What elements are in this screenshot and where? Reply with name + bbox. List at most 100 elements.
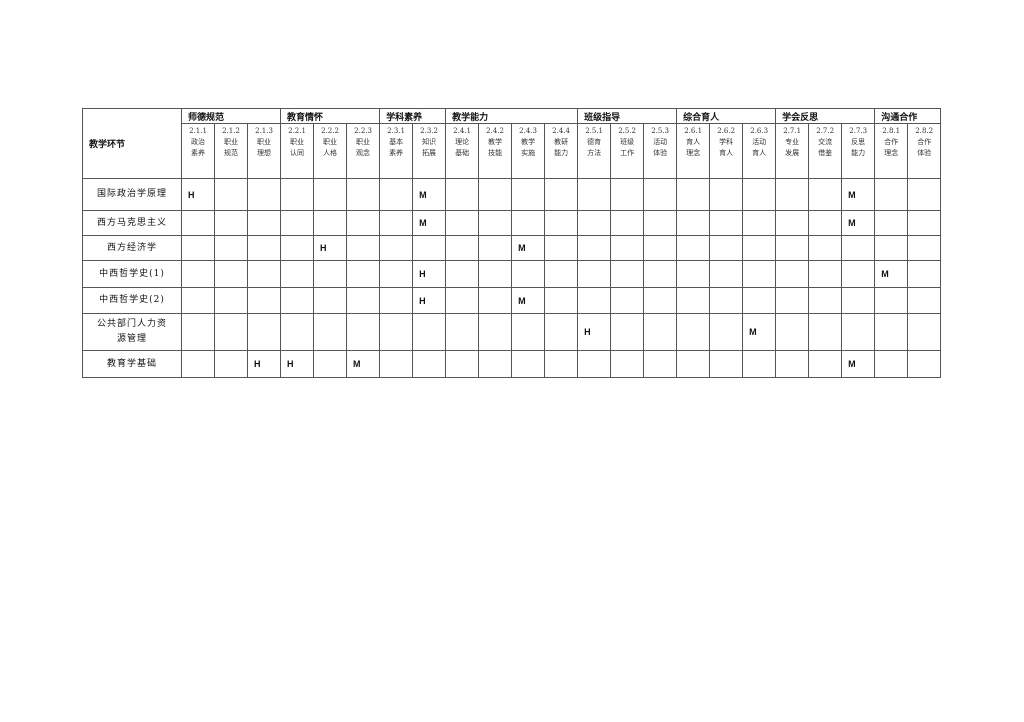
mark-cell: H bbox=[181, 178, 215, 211]
sub-name: 活动育人 bbox=[752, 138, 767, 157]
mark-cell bbox=[775, 178, 810, 211]
sub-code: 2.2.3 bbox=[354, 127, 372, 135]
mark-cell bbox=[577, 210, 612, 236]
group-header: 综合育人 bbox=[676, 108, 777, 124]
mark-cell bbox=[246, 235, 282, 261]
course-name: 国际政治学原理 bbox=[82, 178, 182, 211]
sub-name: 合作理念 bbox=[884, 138, 899, 157]
mark-cell bbox=[874, 235, 909, 261]
sub-code: 2.7.1 bbox=[783, 127, 802, 135]
sub-name: 德育方法 bbox=[587, 138, 602, 157]
mark-cell: H bbox=[246, 350, 282, 378]
mark-cell bbox=[280, 235, 315, 261]
mark-cell bbox=[181, 235, 215, 261]
mark-cell bbox=[907, 178, 942, 211]
mark-cell bbox=[742, 210, 777, 236]
mark-cell bbox=[709, 350, 744, 378]
mark-cell bbox=[346, 260, 381, 288]
table-row: 国际政治学原理 H M M bbox=[82, 178, 942, 211]
mark-cell bbox=[841, 287, 876, 314]
mark-cell bbox=[544, 178, 579, 211]
mark-cell bbox=[775, 287, 810, 314]
mark-cell: M bbox=[742, 313, 777, 351]
group-header: 教学能力 bbox=[445, 108, 579, 124]
mark-cell bbox=[808, 287, 843, 314]
mark-cell bbox=[775, 350, 810, 378]
mark-cell bbox=[808, 260, 843, 288]
mark-cell bbox=[478, 260, 513, 288]
mark-cell bbox=[907, 313, 942, 351]
mark-cell bbox=[808, 178, 843, 211]
mark-cell bbox=[742, 235, 777, 261]
group-header: 学会反思 bbox=[775, 108, 876, 124]
sub-header: 2.5.3 活动体验 bbox=[643, 123, 678, 179]
mark-cell bbox=[643, 178, 678, 211]
mark-cell: M bbox=[412, 210, 447, 236]
sub-name: 职业规范 bbox=[224, 138, 238, 157]
mark-cell bbox=[544, 313, 579, 351]
group-header: 沟通合作 bbox=[874, 108, 942, 124]
sub-header: 2.8.1 合作理念 bbox=[874, 123, 909, 179]
sub-code: 2.8.1 bbox=[882, 127, 901, 135]
mark-cell bbox=[214, 210, 248, 236]
mark-cell bbox=[742, 350, 777, 378]
mark-cell bbox=[577, 235, 612, 261]
mark-cell bbox=[808, 210, 843, 236]
mark-cell bbox=[280, 260, 315, 288]
mark-cell bbox=[775, 235, 810, 261]
sub-name: 活动体验 bbox=[653, 138, 668, 157]
mark-cell bbox=[478, 235, 513, 261]
mark-cell bbox=[874, 313, 909, 351]
mark-cell bbox=[907, 287, 942, 314]
mark-cell bbox=[577, 260, 612, 288]
mark-cell bbox=[676, 235, 711, 261]
sub-header: 2.4.1 理论基础 bbox=[445, 123, 480, 179]
mark-cell bbox=[610, 260, 645, 288]
mark-cell bbox=[643, 260, 678, 288]
sub-name: 合作体验 bbox=[917, 138, 932, 157]
sub-code: 2.1.1 bbox=[189, 127, 207, 135]
mark-cell bbox=[412, 350, 447, 378]
sub-code: 2.8.2 bbox=[915, 127, 934, 135]
mark-cell: M bbox=[841, 210, 876, 236]
sub-code: 2.7.2 bbox=[816, 127, 835, 135]
sub-name: 职业观念 bbox=[356, 138, 371, 157]
mark-cell bbox=[841, 313, 876, 351]
table-row: 教育学基础 H H M M bbox=[82, 350, 942, 378]
mark-cell: M bbox=[841, 178, 876, 211]
course-name: 中西哲学史(1) bbox=[82, 260, 182, 288]
curriculum-matrix-table: 教学环节 师德规范 教育情怀 学科素养 教学能力 班级指导 综合育人 学会反思 沟通合作 2.… bbox=[82, 108, 942, 378]
mark-cell bbox=[544, 235, 579, 261]
mark-cell bbox=[313, 260, 348, 288]
mark-cell bbox=[313, 350, 348, 378]
mark-cell bbox=[676, 178, 711, 211]
mark-cell bbox=[775, 313, 810, 351]
sub-code: 2.6.1 bbox=[684, 127, 703, 135]
sub-header: 2.5.2 班级工作 bbox=[610, 123, 645, 179]
mark-cell: M bbox=[346, 350, 381, 378]
mark-cell bbox=[246, 260, 282, 288]
mark-cell: H bbox=[313, 235, 348, 261]
table-row: 西方经济学 H M bbox=[82, 235, 942, 261]
sub-header: 2.5.1 德育方法 bbox=[577, 123, 612, 179]
mark-cell bbox=[874, 178, 909, 211]
mark-cell bbox=[610, 235, 645, 261]
mark-cell bbox=[907, 235, 942, 261]
mark-cell bbox=[214, 350, 248, 378]
corner-header: 教学环节 bbox=[82, 108, 182, 179]
mark-cell bbox=[544, 287, 579, 314]
mark-cell bbox=[610, 287, 645, 314]
mark-cell bbox=[544, 350, 579, 378]
mark-cell: M bbox=[511, 287, 546, 314]
mark-cell bbox=[181, 287, 215, 314]
table-row: 中西哲学史(1) H M bbox=[82, 260, 942, 288]
sub-name: 理论基础 bbox=[455, 138, 470, 157]
mark-cell bbox=[610, 350, 645, 378]
sub-code: 2.3.1 bbox=[387, 127, 405, 135]
mark-cell: H bbox=[412, 287, 447, 314]
sub-header: 2.2.1 职业认同 bbox=[280, 123, 315, 179]
mark-cell bbox=[379, 287, 414, 314]
mark-cell bbox=[379, 313, 414, 351]
sub-header: 2.1.2 职业规范 bbox=[214, 123, 248, 179]
mark-cell bbox=[808, 350, 843, 378]
